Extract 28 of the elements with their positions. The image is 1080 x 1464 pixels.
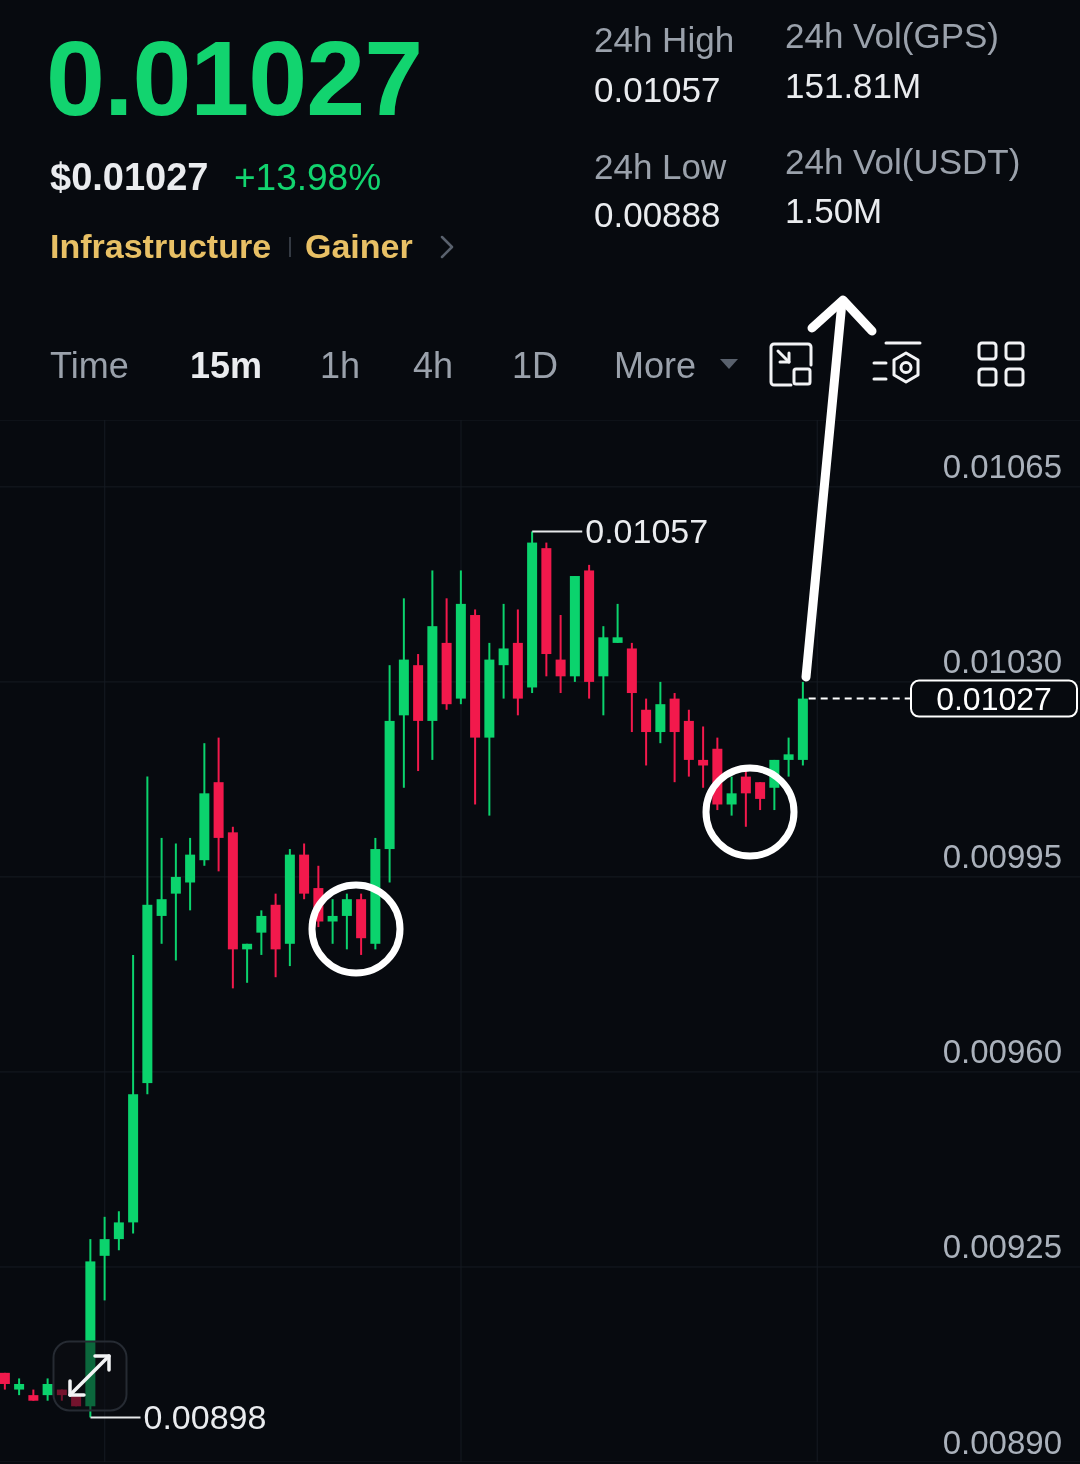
text: 24h Vol(GPS) [785,15,999,57]
text: 24h High [594,19,735,61]
text: 24h Vol(USDT) [785,141,1021,183]
text: 15m [190,344,263,388]
y-tick-label: 0.01030 [942,643,1062,681]
annotation: 0.01057 [585,512,709,551]
y-tick-label: 0.01065 [942,448,1062,486]
y-tick-label: 0.00960 [942,1033,1062,1071]
y-tick-label: 0.00925 [942,1228,1062,1266]
text: 1D [512,344,559,388]
y-tick-label: 0.00995 [942,838,1062,876]
text: More [614,344,697,388]
text: Time [50,344,129,388]
text: 24h Low [594,146,727,188]
text: Gainer [305,225,413,267]
text: 1h [320,344,361,388]
annotation: 0.00898 [143,1398,267,1437]
text: $0.01027 [50,155,209,201]
text: 4h [413,344,454,388]
text: +13.98% [234,155,382,200]
chart-title: 0.01027 [46,18,423,139]
y-tick-label: 0.00890 [942,1423,1062,1461]
ref-line-label: 0.01027 [936,680,1052,717]
text: 1.50M [785,190,883,232]
text: 0.00888 [594,194,721,236]
text: 0.01057 [594,69,721,111]
text: 151.81M [785,65,922,107]
text: Infrastructure [50,225,272,267]
